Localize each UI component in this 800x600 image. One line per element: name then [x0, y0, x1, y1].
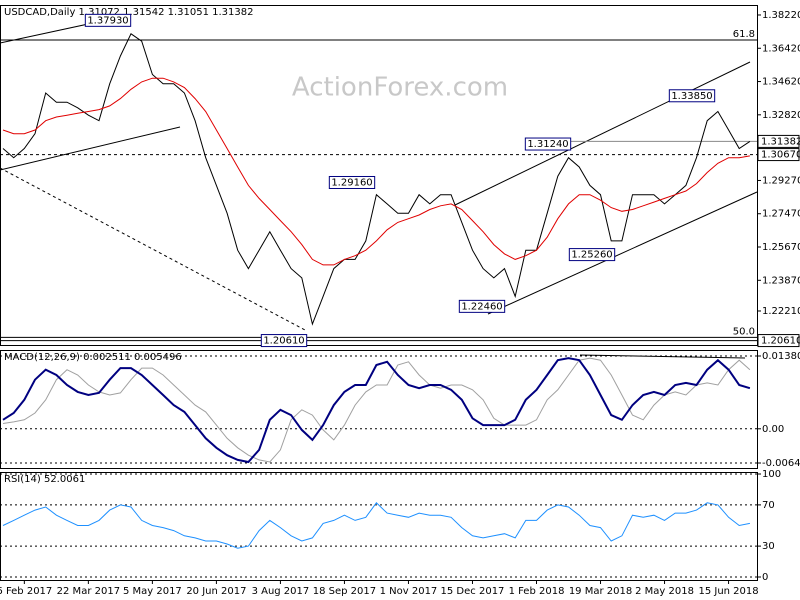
- y-tick-label: -0.006484: [762, 458, 800, 469]
- pivot-label: 1.31240: [527, 139, 568, 150]
- y-tick-label: 0.00: [762, 424, 784, 435]
- pivot-label: 1.29160: [331, 177, 372, 188]
- pivot-label: 1.37930: [87, 15, 128, 26]
- x-tick-label: 15 Jun 2018: [698, 586, 758, 597]
- price-pane: [0, 5, 758, 346]
- y-tick-label: 1.36420: [762, 43, 800, 54]
- x-tick-label: 19 Mar 2018: [569, 586, 632, 597]
- y-tick-label: 1.29270: [762, 175, 800, 186]
- macd-pane: [0, 350, 758, 469]
- x-tick-label: 18 Sep 2017: [313, 586, 376, 597]
- pivot: 1.33850: [668, 89, 716, 103]
- y-tick-label: 1.38220: [762, 10, 800, 21]
- pane-title: USDCAD,Daily 1.31072 1.31542 1.31051 1.3…: [4, 7, 254, 18]
- trendline: [0, 126, 181, 171]
- y-tick-label: 100: [762, 469, 781, 480]
- price-label: 1.30670: [761, 150, 800, 161]
- pivot-box: [668, 89, 716, 103]
- x-tick-label: 1 Feb 2018: [509, 586, 565, 597]
- pivot-box: [328, 175, 376, 189]
- pivot: 1.31240: [524, 137, 572, 151]
- pane-borders: [0, 5, 758, 581]
- x-tick-label: 22 Mar 2017: [57, 586, 120, 597]
- pane-title: MACD(12,26,9) 0.002511 0.005496: [4, 352, 182, 363]
- y-tick-label: 70: [762, 500, 775, 511]
- pivot-label: 1.22460: [461, 301, 502, 312]
- pivot-label: 1.20610: [263, 336, 304, 347]
- pivot-box: [84, 13, 132, 27]
- y-tick-label: 0.013802: [762, 351, 800, 362]
- y-tick-label: 1.32820: [762, 110, 800, 121]
- level-label: 50.0: [733, 326, 755, 337]
- y-tick-label: 1.22210: [762, 306, 800, 317]
- pivot: 1.20610: [260, 334, 308, 348]
- trendline: [487, 191, 758, 315]
- x-tick-label: 20 Jun 2017: [186, 586, 246, 597]
- series-line: [2, 33, 751, 326]
- x-tick-label: 1 Nov 2017: [380, 586, 438, 597]
- pivot-label: 1.25260: [571, 250, 612, 261]
- pivot-label: 1.33850: [671, 91, 712, 102]
- x-tick-label: 5 May 2017: [123, 586, 182, 597]
- trendline: [454, 61, 751, 206]
- price-label-box: [757, 334, 800, 348]
- y-tick-label: 1.34620: [762, 77, 800, 88]
- pivot-box: [458, 299, 506, 313]
- pivot-box: [568, 248, 616, 262]
- trendline: [579, 354, 746, 359]
- series-line: [2, 357, 751, 463]
- x-tick-label: 15 Dec 2017: [441, 586, 505, 597]
- series-line: [2, 357, 751, 464]
- level-label: 61.8: [733, 29, 755, 40]
- price-label: 1.20610: [761, 336, 800, 347]
- price-label-box: [757, 134, 800, 148]
- series-line: [2, 502, 750, 549]
- y-tick-label: 30: [762, 541, 775, 552]
- pivot: 1.22460: [458, 299, 506, 313]
- series-line: [2, 77, 750, 266]
- x-tick-label: 3 Aug 2017: [252, 586, 310, 597]
- y-tick-label: 0: [762, 572, 768, 583]
- pane-title: RSI(14) 52.0061: [4, 474, 85, 485]
- price-label: 1.31382: [761, 136, 800, 147]
- pivot: 1.29160: [328, 175, 376, 189]
- x-tick-label: 6 Feb 2017: [0, 586, 52, 597]
- watermark: ActionForex.com: [292, 73, 508, 103]
- rsi-pane: [0, 472, 758, 581]
- pivot-box: [260, 334, 308, 348]
- pivot: 1.25260: [568, 248, 616, 262]
- pivot-box: [524, 137, 572, 151]
- price-label-box: [757, 148, 800, 162]
- y-tick-label: 1.25670: [762, 242, 800, 253]
- x-tick-label: 2 May 2018: [635, 586, 694, 597]
- pivot: 1.37930: [84, 13, 132, 27]
- y-tick-label: 1.27470: [762, 209, 800, 220]
- trendlines: [0, 14, 758, 359]
- y-tick-label: 1.23870: [762, 275, 800, 286]
